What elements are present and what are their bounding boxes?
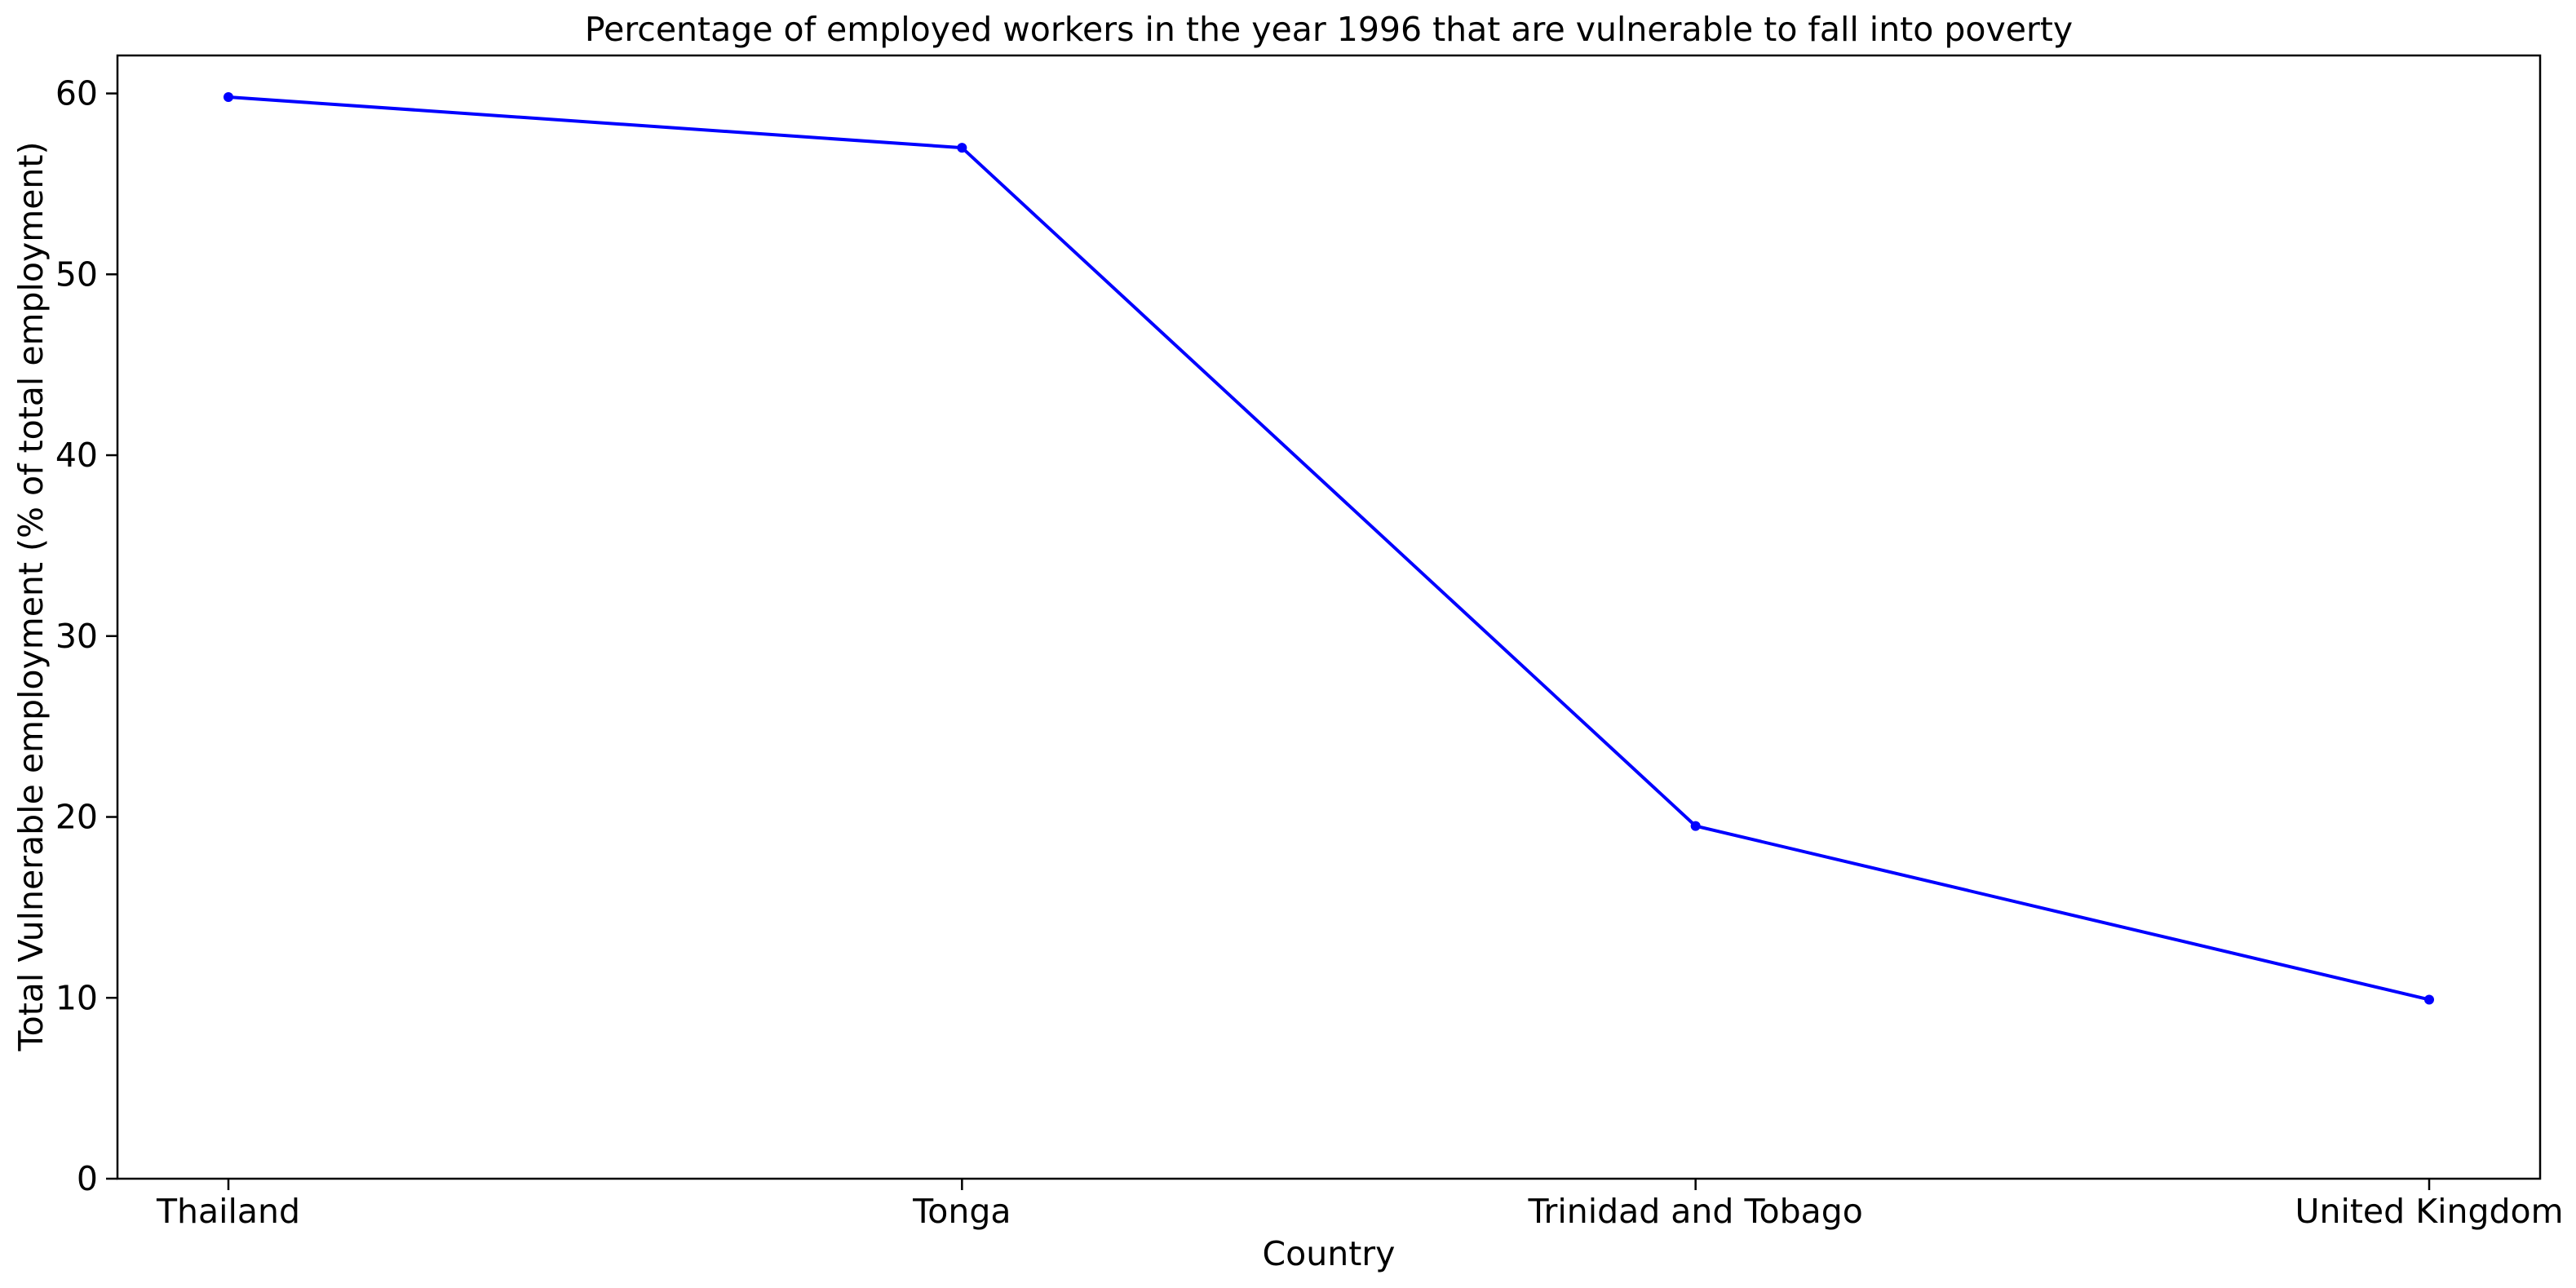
x-axis-label: Country bbox=[1263, 1234, 1396, 1273]
y-tick-label: 0 bbox=[77, 1159, 98, 1198]
y-tick-label: 10 bbox=[55, 978, 98, 1017]
x-axis-ticks: Thailand Tonga Trinidad and Tobago United K… bbox=[156, 1179, 2564, 1231]
x-tick-label: Thailand bbox=[156, 1192, 300, 1231]
data-point bbox=[224, 92, 233, 102]
plot-area-frame bbox=[116, 54, 2542, 1180]
data-point bbox=[2424, 994, 2434, 1005]
series-layer bbox=[224, 92, 2434, 1005]
y-tick-label: 50 bbox=[55, 255, 98, 294]
y-tick-label: 60 bbox=[55, 74, 98, 113]
x-tick-label: Tonga bbox=[912, 1192, 1011, 1231]
y-axis-ticks: 0 10 20 30 40 50 60 bbox=[55, 74, 117, 1198]
series-line bbox=[228, 95, 2430, 1002]
data-point bbox=[957, 143, 967, 153]
y-tick-label: 40 bbox=[55, 436, 98, 475]
y-tick-label: 30 bbox=[55, 617, 98, 656]
x-tick-label: United Kingdom bbox=[2295, 1192, 2563, 1231]
y-axis-label: Total Vulnerable employment (% of total … bbox=[11, 142, 51, 1052]
x-tick-label: Trinidad and Tobago bbox=[1527, 1192, 1862, 1231]
chart-title: Percentage of employed workers in the ye… bbox=[585, 10, 2073, 49]
y-tick-label: 20 bbox=[55, 798, 98, 837]
data-point bbox=[1690, 821, 1701, 831]
